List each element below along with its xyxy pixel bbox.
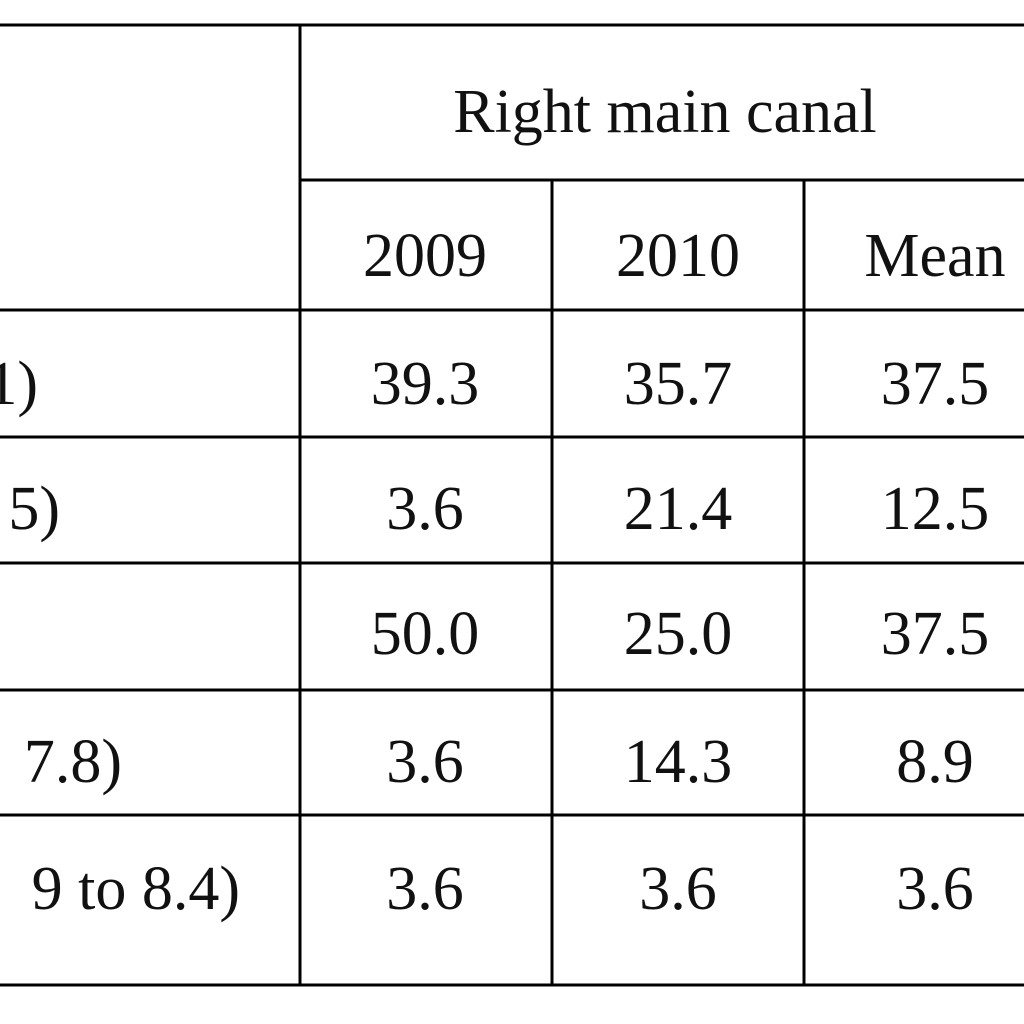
cell: 21.4 <box>624 475 733 543</box>
row-label: 5) <box>8 475 60 543</box>
cell: 3.6 <box>896 855 974 923</box>
column-header: Mean <box>864 222 1005 290</box>
cell: 14.3 <box>624 728 733 796</box>
cell: 50.0 <box>371 600 480 668</box>
column-header: 2009 <box>363 222 487 290</box>
row-label: 9 to 8.4) <box>32 855 240 923</box>
table-rules <box>0 23 1024 987</box>
cell: 39.3 <box>371 350 480 418</box>
cell: 25.0 <box>624 600 733 668</box>
cell: 37.5 <box>881 350 990 418</box>
cell: 3.6 <box>639 855 717 923</box>
cell: 8.9 <box>896 728 974 796</box>
cell: 12.5 <box>881 475 990 543</box>
cell: 37.5 <box>881 600 990 668</box>
cell: 3.6 <box>386 728 464 796</box>
cell: 3.6 <box>386 855 464 923</box>
cell: 35.7 <box>624 350 733 418</box>
group-header: Right main canal <box>453 78 877 146</box>
row-label: 1) <box>0 350 38 418</box>
row-label: 7.8) <box>24 728 122 796</box>
cell: 3.6 <box>386 475 464 543</box>
column-header: 2010 <box>616 222 740 290</box>
